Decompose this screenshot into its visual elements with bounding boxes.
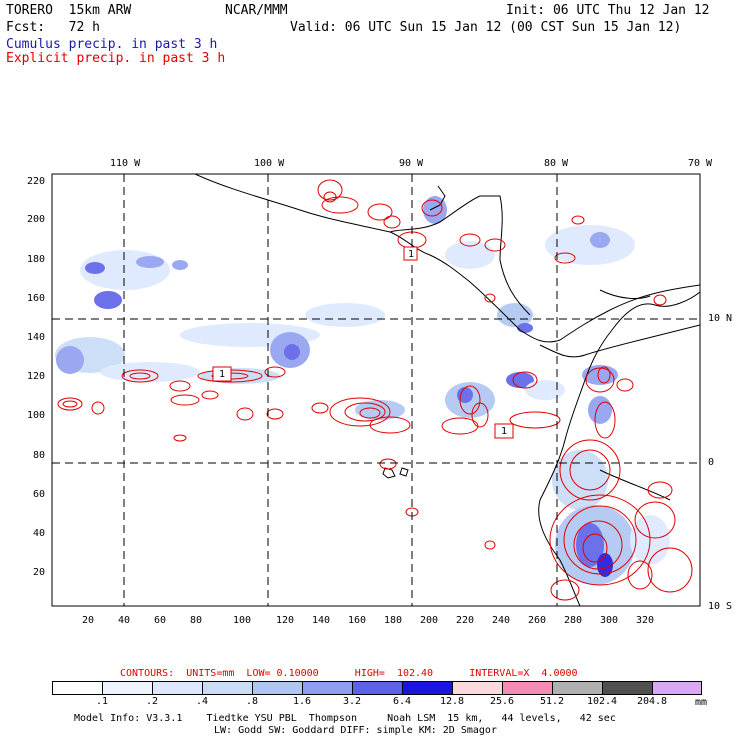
y-tick: 220 [27,176,46,187]
legend-level: .1 [95,696,109,707]
legend-swatch [152,681,203,695]
legend-swatch [602,681,653,695]
plot-frame [51,173,701,607]
y-tick: 20 [33,567,46,578]
x-tick: 140 [312,615,331,626]
legend-level: 3.2 [342,696,362,707]
org-label: NCAR/MMM [225,3,288,18]
contours-info: CONTOURS: UNITS=mm LOW= 0.10000 HIGH= 10… [120,668,578,679]
lat-label: 10 N [708,313,733,324]
y-tick: 60 [33,489,46,500]
x-tick: 60 [154,615,167,626]
legend-swatch [52,681,103,695]
legend-level: 12.8 [439,696,465,707]
lon-label: 70 W [688,158,713,169]
x-tick: 40 [118,615,131,626]
legend-level: .8 [245,696,259,707]
lon-label: 100 W [254,158,285,169]
y-tick: 40 [33,528,46,539]
x-tick: 220 [456,615,475,626]
y-tick: 100 [27,410,46,421]
x-tick: 120 [276,615,295,626]
box-label: 1 [501,426,508,437]
legend-swatch [502,681,553,695]
lat-label: 0 [708,457,715,468]
init-time: Init: 06 UTC Thu 12 Jan 12 [506,3,710,18]
model-info: Model Info: V3.3.1 Tiedtke YSU PBL Thomp… [74,713,616,724]
legend-swatch [352,681,403,695]
y-tick: 120 [27,371,46,382]
model-title: TORERO 15km ARW [6,3,132,18]
y-tick: 140 [27,332,46,343]
color-legend [52,681,702,695]
legend-swatch [252,681,303,695]
valid-time: Valid: 06 UTC Sun 15 Jan 12 (00 CST Sun … [290,20,682,35]
y-tick: 180 [27,254,46,265]
legend-unit: mm [694,697,708,708]
cumulus-precip-areas [55,196,670,585]
legend-swatch [202,681,253,695]
lon-label: 80 W [544,158,569,169]
box-label: 1 [408,249,415,260]
legend-level: .4 [195,696,209,707]
label-boxes [212,246,514,439]
x-tick: 180 [384,615,403,626]
box-label: 1 [219,369,226,380]
x-tick: 240 [492,615,511,626]
y-tick: 80 [33,450,46,461]
x-tick: 160 [348,615,367,626]
lon-label: 110 W [110,158,141,169]
cumulus-field-label: Cumulus precip. in past 3 h [6,37,218,52]
lat-lon-grid [52,174,700,606]
x-tick: 80 [190,615,203,626]
forecast-hour: Fcst: 72 h [6,20,100,35]
x-tick: 200 [420,615,439,626]
x-tick: 320 [636,615,655,626]
explicit-precip-contours [57,179,693,601]
legend-level: 6.4 [392,696,412,707]
x-tick: 100 [233,615,252,626]
legend-swatch [302,681,353,695]
legend-level: 25.6 [489,696,515,707]
legend-swatch [452,681,503,695]
model-physics: LW: Godd SW: Goddard DIFF: simple KM: 2D… [214,725,497,736]
y-tick: 200 [27,214,46,225]
legend-level: 204.8 [636,696,668,707]
explicit-field-label: Explicit precip. in past 3 h [6,51,226,66]
legend-swatch [402,681,453,695]
y-tick: 160 [27,293,46,304]
legend-level: 1.6 [292,696,312,707]
legend-swatch [102,681,153,695]
lon-label: 90 W [399,158,424,169]
legend-level: 51.2 [539,696,565,707]
x-tick: 260 [528,615,547,626]
x-tick: 280 [564,615,583,626]
x-tick: 300 [600,615,619,626]
legend-swatch [652,681,702,695]
legend-level: 102.4 [586,696,618,707]
x-tick: 20 [82,615,95,626]
legend-swatch [552,681,603,695]
legend-level: .2 [145,696,159,707]
lat-label: 10 S [708,601,733,612]
